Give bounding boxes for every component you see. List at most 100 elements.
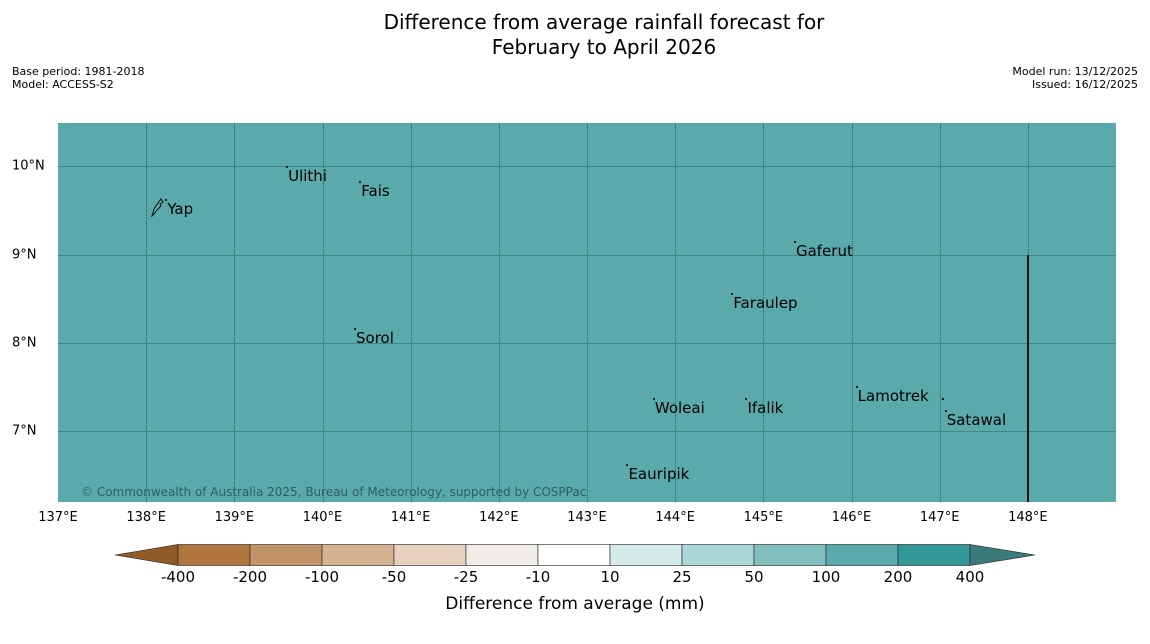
meridian-line — [675, 123, 677, 502]
meridian-line — [939, 123, 941, 502]
colorbar-label: 200 — [883, 568, 913, 586]
island-name: Sorol — [356, 328, 394, 347]
island-name: Fais — [361, 182, 390, 201]
lon-tick-label: 137°E — [38, 510, 78, 525]
colorbar-segment — [825, 544, 899, 566]
boundary-line — [1026, 254, 1029, 502]
island-label: Gaferut — [793, 241, 853, 261]
base-period: Base period: 1981-2018 — [12, 65, 145, 78]
colorbar-label: 400 — [955, 568, 985, 586]
island-name: Faraulep — [733, 294, 798, 313]
colorbar-label: 50 — [744, 568, 764, 586]
lon-tick-label: 147°E — [919, 510, 960, 525]
lon-tick-label: 142°E — [479, 510, 519, 525]
island-marker — [652, 398, 655, 401]
island-marker — [793, 241, 796, 244]
lat-tick-label: 9°N — [12, 247, 37, 263]
lat-tick-label: 7°N — [12, 423, 37, 439]
colorbar-segment — [609, 544, 683, 566]
island-name: Satawal — [946, 410, 1007, 429]
map-area: © Commonwealth of Australia 2025, Bureau… — [58, 123, 1116, 502]
meridian-line — [763, 123, 765, 502]
model-run: Model run: 13/12/2025 — [1012, 65, 1138, 78]
parallel-line — [58, 342, 1116, 344]
island-dot — [942, 398, 944, 400]
colorbar-segment — [249, 544, 323, 566]
meridian-line — [587, 123, 588, 502]
island-marker — [165, 198, 168, 201]
island-marker — [731, 293, 734, 296]
issued-date: Issued: 16/12/2025 — [1031, 78, 1138, 91]
colorbar — [115, 544, 1035, 566]
colorbar-label: -400 — [160, 568, 196, 586]
island-label: Sorol — [354, 327, 394, 347]
island-name: Lamotrek — [857, 386, 929, 405]
island-name: Ulithi — [288, 167, 327, 185]
island-marker — [354, 327, 356, 330]
colorbar-segment — [753, 544, 827, 566]
colorbar-segment — [465, 544, 539, 566]
island-label: Ulithi — [286, 166, 327, 185]
meridian-line — [322, 123, 324, 502]
island-marker — [745, 398, 748, 401]
meta-left: Base period: 1981-2018 Model: ACCESS-S2 — [12, 65, 144, 91]
colorbar-extend-high — [969, 544, 1035, 566]
lon-tick-label: 140°E — [302, 510, 343, 525]
colorbar-label: 10 — [600, 568, 620, 586]
island-label: Satawal — [944, 409, 1007, 429]
parallel-line — [58, 166, 1116, 168]
lon-tick-label: 143°E — [567, 510, 607, 525]
copyright: © Commonwealth of Australia 2025, Bureau… — [81, 485, 587, 499]
colorbar-label: -100 — [304, 568, 340, 586]
lon-tick-label: 148°E — [1008, 510, 1048, 525]
island-label: Yap — [165, 198, 194, 218]
colorbar-segment — [897, 544, 971, 566]
lon-tick-label: 146°E — [831, 510, 872, 525]
lat-tick-label: 10°N — [12, 158, 45, 174]
meridian-line — [234, 123, 236, 502]
lon-tick-label: 138°E — [126, 510, 166, 525]
lat-tick-label: 8°N — [12, 335, 37, 351]
meridian-line — [410, 123, 412, 502]
colorbar-segment — [537, 544, 611, 566]
island-name: Gaferut — [795, 242, 853, 261]
colorbar-label: -10 — [525, 568, 551, 586]
colorbar-label: -50 — [381, 568, 407, 586]
island-marker — [286, 166, 289, 168]
yap-island-shape — [151, 198, 164, 217]
island-label: Eauripik — [626, 463, 690, 483]
colorbar-extend-low — [115, 544, 179, 566]
colorbar-segment — [681, 544, 755, 566]
colorbar-label: -25 — [453, 568, 479, 586]
colorbar-segment — [393, 544, 467, 566]
colorbar-title: Difference from average (mm) — [445, 594, 705, 614]
lon-tick-label: 141°E — [390, 510, 431, 525]
island-marker — [359, 181, 362, 184]
colorbar-label: 25 — [672, 568, 692, 586]
island-name: Ifalik — [747, 399, 784, 418]
parallel-line — [58, 431, 1116, 433]
island-marker — [855, 385, 858, 388]
colorbar-segment — [321, 544, 395, 566]
chart-title: Difference from average rainfall forecas… — [0, 10, 1150, 60]
island-label: Ifalik — [745, 398, 784, 418]
meridian-line — [851, 123, 853, 502]
meta-right: Model run: 13/12/2025 Issued: 16/12/2025 — [1012, 65, 1138, 91]
meridian-line — [146, 123, 148, 502]
title-line-1: Difference from average rainfall forecas… — [383, 10, 825, 34]
island-marker — [944, 409, 947, 412]
island-label: Fais — [359, 181, 390, 201]
lon-tick-label: 139°E — [214, 510, 255, 525]
lon-tick-label: 144°E — [655, 510, 695, 525]
meridian-line — [498, 123, 500, 502]
parallel-line — [58, 254, 1116, 256]
colorbar-label: 100 — [811, 568, 841, 586]
island-label: Woleai — [652, 398, 705, 417]
island-marker — [626, 463, 629, 466]
island-label: Lamotrek — [855, 385, 929, 405]
island-name: Eauripik — [628, 464, 690, 483]
colorbar-label: -200 — [232, 568, 268, 586]
island-label: Faraulep — [731, 293, 798, 313]
colorbar-segment — [177, 544, 251, 566]
island-name: Yap — [167, 199, 194, 218]
